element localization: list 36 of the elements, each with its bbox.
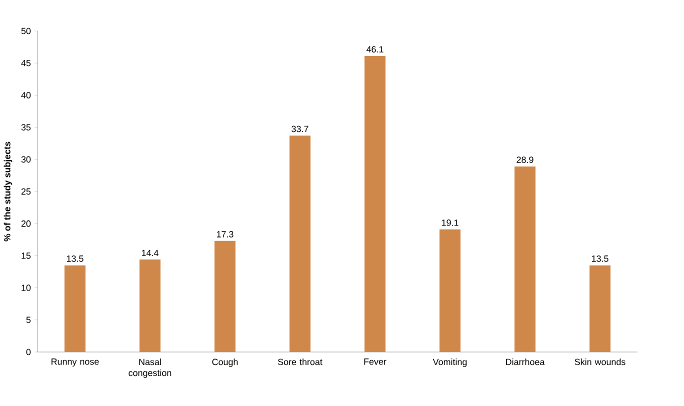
- data-label: 33.7: [292, 126, 308, 132]
- y-tick-label: 10: [22, 284, 31, 291]
- y-tick-label: 5: [26, 316, 31, 324]
- y-tick-label: 25: [21, 188, 31, 195]
- data-label: 13.5: [592, 255, 608, 262]
- y-tick-label: 45: [21, 60, 31, 66]
- x-tick-label: Nasal congestion: [128, 358, 172, 378]
- bar: [140, 260, 160, 352]
- y-tick-label: 35: [21, 124, 31, 130]
- x-tick-label: Sore throat: [278, 358, 322, 366]
- x-tick-label: Cough: [212, 358, 238, 367]
- data-label: 28.9: [516, 156, 534, 163]
- bar: [440, 229, 461, 352]
- x-tick-label: Diarrhoea: [506, 358, 545, 366]
- bar: [214, 240, 236, 352]
- y-tick-label: 30: [21, 156, 31, 163]
- x-tick-label: Fever: [364, 358, 386, 365]
- data-label: 19.1: [442, 220, 458, 226]
- bar: [64, 265, 86, 352]
- bar: [514, 166, 536, 352]
- y-tick-label: 0: [26, 348, 31, 356]
- y-axis-title: % of the study subjects: [4, 142, 12, 242]
- y-tick-label: 20: [21, 220, 31, 227]
- data-label: 17.3: [216, 231, 234, 238]
- y-tick-label: 15: [22, 252, 31, 259]
- y-tick-label: 50: [21, 28, 31, 34]
- x-tick-label: Vomiting: [432, 358, 467, 367]
- x-tick-label: Skin wounds: [574, 358, 626, 366]
- data-label: 46.1: [366, 46, 384, 53]
- y-tick-label: 40: [21, 92, 31, 98]
- data-label: 13.5: [66, 255, 84, 262]
- x-tick-label: Runny nose: [52, 358, 99, 367]
- bar: [590, 265, 611, 352]
- bar: [364, 56, 386, 352]
- bar: [290, 136, 310, 352]
- data-label: 14.4: [142, 250, 158, 256]
